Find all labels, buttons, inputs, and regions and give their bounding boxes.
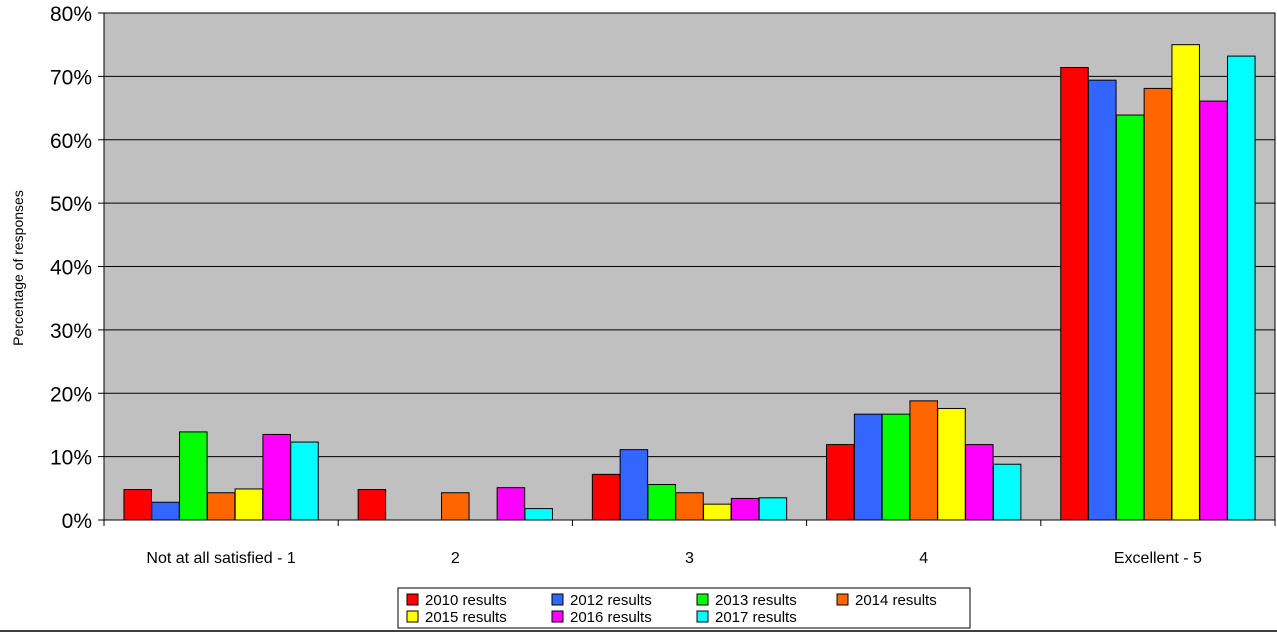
- y-axis-title: Percentage of responses: [10, 190, 26, 346]
- bar: [1115, 114, 1145, 521]
- legend-swatch: [406, 593, 419, 606]
- bar: [675, 492, 704, 521]
- bar: [1143, 87, 1173, 521]
- legend: 2010 results 2012 results 2013 results 2014…: [397, 587, 971, 629]
- bar: [1227, 55, 1256, 521]
- y-tick-label: 70%: [50, 66, 92, 89]
- y-tick-label: 0%: [62, 510, 92, 533]
- x-tick-label: 2: [451, 550, 460, 567]
- bar: [262, 433, 291, 521]
- bar: [441, 492, 470, 521]
- legend-box: [397, 587, 971, 629]
- legend-entry: 2013 results: [715, 592, 797, 609]
- x-tick-label: 4: [919, 550, 928, 567]
- bar: [730, 497, 760, 521]
- x-tick-label: Excellent - 5: [1114, 550, 1202, 567]
- y-tick-label: 40%: [50, 257, 92, 280]
- bar: [1171, 44, 1200, 521]
- bar: [826, 444, 855, 521]
- x-tick-label: 3: [685, 550, 694, 567]
- bar: [206, 492, 236, 521]
- legend-entry: 2016 results: [570, 609, 652, 626]
- legend-entry: 2010 results: [425, 592, 507, 609]
- bar: [937, 407, 966, 521]
- bar: [758, 497, 788, 521]
- legend-swatch: [696, 593, 709, 606]
- y-tick-label: 10%: [50, 447, 92, 470]
- bar: [1199, 100, 1228, 521]
- bar: [591, 473, 621, 521]
- y-tick-label: 80%: [50, 3, 92, 26]
- legend-entry: 2012 results: [570, 592, 652, 609]
- x-tick-label: Not at all satisfied - 1: [146, 550, 296, 567]
- bar: [965, 444, 994, 521]
- bar: [619, 449, 649, 521]
- legend-swatch: [551, 610, 564, 623]
- bar: [357, 489, 387, 521]
- legend-entry: 2017 results: [715, 609, 797, 626]
- bar: [123, 489, 152, 521]
- bar: [647, 484, 676, 521]
- bar: [524, 508, 553, 521]
- bar: [496, 487, 526, 521]
- y-tick-label: 60%: [50, 130, 92, 153]
- legend-swatch: [836, 593, 849, 606]
- legend-entry: 2015 results: [425, 609, 507, 626]
- legend-swatch: [696, 610, 709, 623]
- y-tick-label: 50%: [50, 193, 92, 216]
- legend-swatch: [551, 593, 564, 606]
- bar: [179, 431, 208, 521]
- bar: [909, 400, 938, 521]
- bar: [881, 413, 911, 521]
- bar: [1060, 67, 1089, 521]
- legend-entry: 2014 results: [855, 592, 937, 609]
- bar: [151, 501, 180, 521]
- bar: [992, 463, 1022, 521]
- y-tick-label: 30%: [50, 320, 92, 343]
- bar: [853, 413, 883, 521]
- bar: [703, 503, 732, 521]
- bar: [234, 488, 264, 521]
- legend-swatch: [406, 610, 419, 623]
- y-tick-label: 20%: [50, 383, 92, 406]
- bar: [290, 441, 319, 521]
- bar: [1088, 79, 1117, 521]
